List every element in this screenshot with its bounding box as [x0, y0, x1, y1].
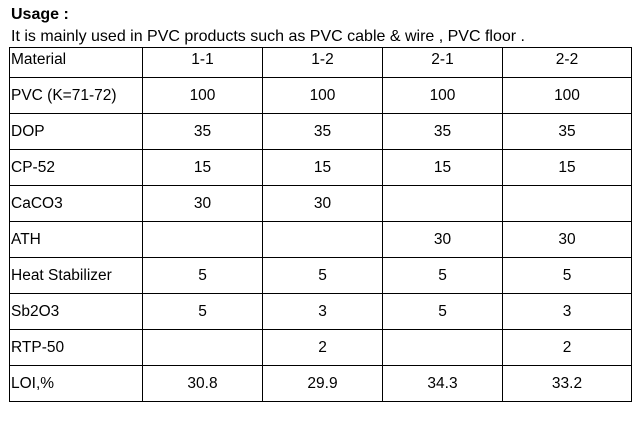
amount-cell: 30: [502, 221, 632, 258]
amount-cell: 35: [502, 113, 632, 150]
material-name-cell: CP-52: [9, 149, 143, 186]
amount-cell: 5: [142, 257, 263, 294]
amount-cell: [502, 185, 632, 222]
amount-cell: 35: [382, 113, 503, 150]
usage-heading: Usage :: [11, 6, 69, 23]
table-row: CP-52 15 15 15 15: [9, 149, 632, 186]
table-row: CaCO3 30 30: [9, 185, 632, 222]
material-name-cell: Heat Stabilizer: [9, 257, 143, 294]
amount-cell: [142, 329, 263, 366]
material-name-cell: DOP: [9, 113, 143, 150]
amount-cell: [262, 221, 383, 258]
material-name-cell: RTP-50: [9, 329, 143, 366]
table-row: Sb2O3 5 3 5 3: [9, 293, 632, 330]
amount-cell: 5: [382, 257, 503, 294]
amount-cell: 35: [262, 113, 383, 150]
amount-cell: 15: [142, 149, 263, 186]
amount-cell: 5: [142, 293, 263, 330]
amount-cell: 100: [262, 77, 383, 114]
table-row: DOP 35 35 35 35: [9, 113, 632, 150]
amount-cell: 15: [262, 149, 383, 186]
amount-cell: 30.8: [142, 365, 263, 402]
amount-cell: 5: [262, 257, 383, 294]
table-row: ATH 30 30: [9, 221, 632, 258]
amount-cell: 30: [382, 221, 503, 258]
amount-cell: 35: [142, 113, 263, 150]
amount-cell: [382, 185, 503, 222]
material-name-cell: ATH: [9, 221, 143, 258]
table-row: LOI,% 30.8 29.9 34.3 33.2: [9, 365, 632, 402]
amount-cell: 5: [502, 257, 632, 294]
table-row: RTP-50 2 2: [9, 329, 632, 366]
amount-cell: 5: [382, 293, 503, 330]
amount-cell: 30: [262, 185, 383, 222]
table-header-row: Material 1-1 1-2 2-1 2-2: [9, 47, 632, 78]
material-name-cell: PVC (K=71-72): [9, 77, 143, 114]
header-sample-1-1: 1-1: [142, 47, 263, 78]
amount-cell: 29.9: [262, 365, 383, 402]
amount-cell: 30: [142, 185, 263, 222]
formulation-table: Material 1-1 1-2 2-1 2-2 PVC (K=71-72) 10…: [9, 47, 632, 402]
amount-cell: 100: [142, 77, 263, 114]
amount-cell: 15: [382, 149, 503, 186]
material-name-cell: LOI,%: [9, 365, 143, 402]
header-material: Material: [9, 47, 143, 78]
amount-cell: [142, 221, 263, 258]
amount-cell: 3: [502, 293, 632, 330]
material-name-cell: CaCO3: [9, 185, 143, 222]
amount-cell: 3: [262, 293, 383, 330]
amount-cell: 100: [502, 77, 632, 114]
header-sample-2-2: 2-2: [502, 47, 632, 78]
header-sample-1-2: 1-2: [262, 47, 383, 78]
amount-cell: 2: [502, 329, 632, 366]
amount-cell: 33.2: [502, 365, 632, 402]
table-row: PVC (K=71-72) 100 100 100 100: [9, 77, 632, 114]
usage-description: It is mainly used in PVC products such a…: [11, 28, 525, 45]
header-sample-2-1: 2-1: [382, 47, 503, 78]
amount-cell: [382, 329, 503, 366]
amount-cell: 2: [262, 329, 383, 366]
amount-cell: 100: [382, 77, 503, 114]
table-row: Heat Stabilizer 5 5 5 5: [9, 257, 632, 294]
amount-cell: 34.3: [382, 365, 503, 402]
material-name-cell: Sb2O3: [9, 293, 143, 330]
amount-cell: 15: [502, 149, 632, 186]
